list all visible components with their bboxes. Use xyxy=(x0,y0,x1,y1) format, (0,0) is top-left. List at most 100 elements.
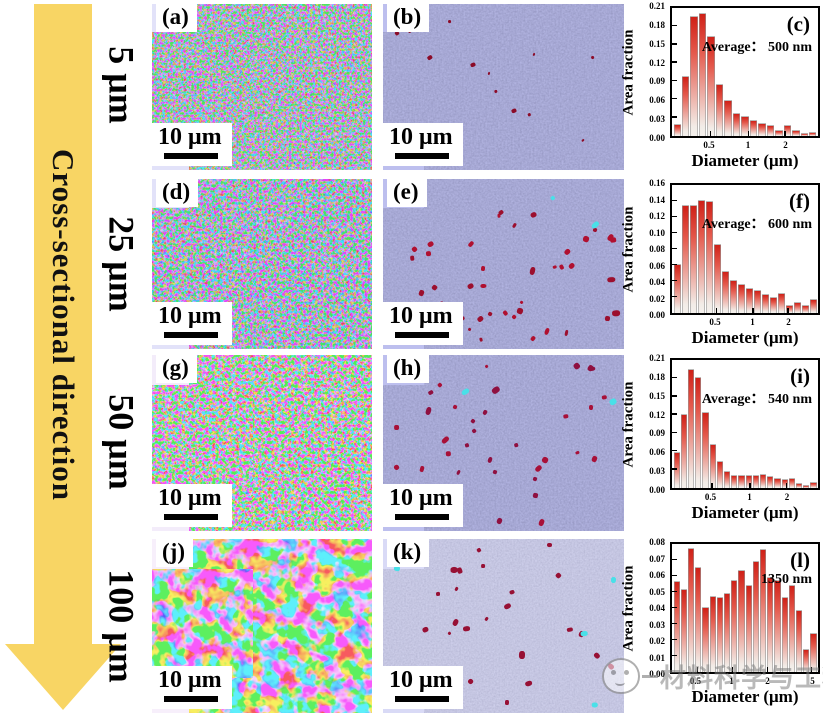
bar xyxy=(758,122,766,136)
x-tick-mark xyxy=(787,308,789,313)
bar xyxy=(673,264,681,313)
bar xyxy=(788,478,795,488)
scale-bar: 10 μm xyxy=(383,666,463,709)
x-axis-ticks: 0.5 1 2 5 xyxy=(670,676,820,687)
row-depth-label-25um: 25 μm xyxy=(102,216,142,312)
y-tick-label: 0.14 xyxy=(649,194,665,205)
y-tick-label: 0.15 xyxy=(649,38,665,49)
bar xyxy=(769,296,777,313)
bar xyxy=(810,482,817,488)
scale-bar-line xyxy=(164,153,218,159)
panel-letter: (d) xyxy=(156,179,199,207)
micrograph-tile xyxy=(383,568,494,679)
panel-letter: (h) xyxy=(387,355,430,383)
x-tick-mark xyxy=(747,131,750,136)
bar xyxy=(803,648,810,672)
bar xyxy=(707,36,715,136)
bar xyxy=(695,567,702,672)
plot-area: (l) 1350 nm xyxy=(670,542,820,674)
scale-bar-line xyxy=(395,153,449,159)
y-tick-label: 0.08 xyxy=(649,537,665,547)
average-annotation: Average： 500 nm xyxy=(701,40,812,55)
y-axis-ticks: 0.00 0.03 0.06 0.09 0.12 0.15 0.18 0.21 xyxy=(638,1,668,143)
y-tick-mark xyxy=(672,295,677,297)
y-tick-label: 0.04 xyxy=(649,277,665,287)
bar xyxy=(680,413,687,488)
bar xyxy=(761,293,769,313)
y-tick-label: 0.00 xyxy=(649,485,665,495)
ebsd-map-panel-d: (d) 10 μm xyxy=(152,179,372,349)
row-depth-label-100um: 100 μm xyxy=(102,569,142,683)
scale-bar: 10 μm xyxy=(152,484,232,527)
scale-bar-line xyxy=(395,696,449,702)
x-tick-mark xyxy=(785,483,788,488)
x-tick-mark xyxy=(731,667,734,672)
average-annotation: Average： 600 nm xyxy=(701,217,812,232)
bar xyxy=(687,369,695,488)
bar xyxy=(731,579,738,672)
bar xyxy=(702,607,709,672)
bar xyxy=(766,125,775,136)
bar xyxy=(709,444,716,488)
bar xyxy=(752,474,759,488)
panel-letter: (i) xyxy=(790,364,810,388)
bar xyxy=(745,474,752,488)
row-depth-label-50um: 50 μm xyxy=(102,394,142,490)
panel-letter: (g) xyxy=(156,355,197,383)
y-tick-label: 0.08 xyxy=(649,244,665,254)
bar xyxy=(687,547,695,672)
x-tick-mark xyxy=(784,131,786,136)
bar xyxy=(809,131,817,136)
bar xyxy=(673,451,680,488)
histogram-chart-i: Area fraction 0.00 0.03 0.06 0.09 0.12 0.15 0.… xyxy=(621,353,822,530)
y-tick-label: 0.06 xyxy=(649,260,665,271)
y-tick-label: 0.06 xyxy=(649,95,665,106)
micrograph-tile xyxy=(152,32,254,137)
micrograph-tile xyxy=(383,384,494,496)
bar xyxy=(781,597,788,672)
bar xyxy=(731,474,738,488)
y-tick-label: 0.07 xyxy=(649,553,665,564)
x-tick-mark xyxy=(752,308,754,313)
bar xyxy=(737,284,745,313)
y-tick-mark xyxy=(672,97,677,100)
bar xyxy=(767,476,774,488)
x-tick-label: 2 xyxy=(783,140,788,150)
bars xyxy=(672,185,818,313)
bar xyxy=(705,200,713,313)
y-tick-mark xyxy=(672,215,677,217)
bar xyxy=(759,549,767,672)
bars xyxy=(672,544,818,672)
bar xyxy=(673,124,681,136)
ebsd-map-panel-g: (g) 10 μm xyxy=(152,355,372,531)
bar xyxy=(695,376,702,488)
bar xyxy=(801,304,809,313)
y-tick-mark xyxy=(672,263,677,265)
bar xyxy=(681,75,690,136)
y-tick-mark xyxy=(672,43,677,45)
bar xyxy=(749,120,758,136)
bar xyxy=(775,130,783,136)
panel-letter: (f) xyxy=(789,189,810,213)
x-axis-ticks: 0.5 1 2 xyxy=(670,140,820,151)
y-tick-label: 0.09 xyxy=(649,428,665,439)
y-tick-mark xyxy=(672,574,677,576)
y-tick-label: 0.00 xyxy=(649,669,665,679)
y-tick-label: 0.12 xyxy=(649,211,665,221)
x-tick-label: 2 xyxy=(784,492,790,502)
watermark-text: 材料科学与工程 xyxy=(660,663,823,694)
bar xyxy=(723,470,731,488)
y-tick-mark xyxy=(672,279,677,281)
x-tick-label: 0.5 xyxy=(704,492,717,502)
bar xyxy=(774,478,781,488)
panel-letter: (e) xyxy=(387,179,427,207)
watermark-dash xyxy=(642,674,658,678)
bar xyxy=(774,579,781,672)
bar xyxy=(716,597,723,672)
y-tick-label: 0.03 xyxy=(649,466,665,477)
plot-area: (i) Average： 540 nm xyxy=(670,358,820,490)
y-tick-mark xyxy=(672,590,677,592)
bars xyxy=(672,360,818,488)
micrograph-tile xyxy=(383,32,494,137)
bar xyxy=(803,485,810,488)
